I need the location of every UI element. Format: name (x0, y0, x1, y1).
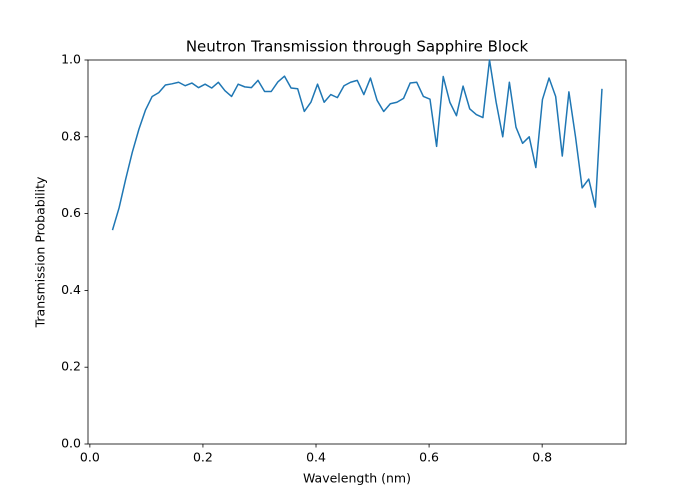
y-tick-label: 0.8 (61, 128, 81, 143)
x-tick-label: 0.0 (80, 450, 100, 465)
y-tick-label: 0.0 (61, 436, 81, 451)
y-tick-label: 0.4 (61, 282, 81, 297)
chart-title: Neutron Transmission through Sapphire Bl… (186, 38, 529, 56)
plot-frame (87, 59, 627, 445)
x-tick-label: 0.6 (419, 450, 439, 465)
y-tick-label: 1.0 (61, 52, 81, 67)
y-tick-label: 0.2 (61, 359, 81, 374)
x-tick-label: 0.4 (306, 450, 326, 465)
y-tick-label: 0.6 (61, 205, 81, 220)
data-line (111, 59, 603, 231)
y-axis-label: Transmission Probability (33, 176, 48, 328)
x-axis-label: Wavelength (nm) (303, 471, 411, 486)
x-tick-label: 0.2 (193, 450, 213, 465)
x-tick-label: 0.8 (532, 450, 552, 465)
